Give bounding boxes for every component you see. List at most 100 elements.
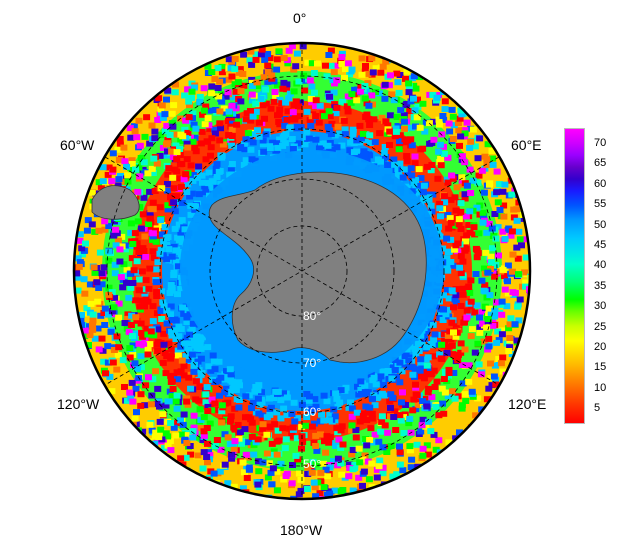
data-cell <box>135 117 143 124</box>
data-cell <box>196 406 204 413</box>
data-cell <box>77 316 85 323</box>
data-cell <box>230 446 238 453</box>
data-cell <box>400 414 407 421</box>
data-cell <box>133 240 141 247</box>
data-cell <box>492 376 500 383</box>
data-cell <box>388 91 396 98</box>
colorbar-tick-label: 20 <box>594 341 607 353</box>
data-cell <box>263 431 271 438</box>
data-cell <box>190 412 198 419</box>
data-cell <box>461 346 469 353</box>
data-cell <box>455 216 463 223</box>
data-cell <box>182 454 190 461</box>
data-cell <box>147 206 155 213</box>
data-cell <box>190 368 198 375</box>
data-cell <box>273 451 281 458</box>
data-cell <box>101 218 109 225</box>
data-cell <box>123 266 131 273</box>
data-cell <box>273 409 281 416</box>
data-cell <box>297 476 305 483</box>
data-cell <box>168 317 176 323</box>
data-cell <box>123 325 131 332</box>
data-cell <box>515 271 522 278</box>
data-cell <box>501 273 508 280</box>
data-cell <box>169 174 177 181</box>
data-cell <box>248 433 256 440</box>
data-cell <box>168 148 176 155</box>
data-cell <box>463 182 471 189</box>
data-cell <box>412 381 419 388</box>
data-cell <box>361 389 369 396</box>
data-cell <box>163 256 171 263</box>
data-cell <box>240 82 248 89</box>
colorbar-tick-label: 50 <box>594 218 607 231</box>
data-cell <box>475 361 483 368</box>
data-cell <box>456 264 464 271</box>
data-cell <box>471 231 479 238</box>
data-cell <box>273 66 281 73</box>
data-cell <box>98 335 106 342</box>
data-cell <box>339 487 347 493</box>
data-cell <box>461 195 469 202</box>
data-cell <box>479 219 487 226</box>
data-cell <box>356 418 364 425</box>
data-cell <box>228 161 236 167</box>
data-cell <box>259 91 267 98</box>
data-cell <box>145 374 152 381</box>
data-cell <box>449 113 457 120</box>
data-cell <box>306 77 314 84</box>
data-cell <box>229 385 237 392</box>
data-cell <box>204 403 212 410</box>
data-cell <box>105 223 113 229</box>
data-cell <box>328 146 336 153</box>
data-cell <box>151 135 159 142</box>
data-cell <box>337 460 345 467</box>
data-cell <box>146 188 154 195</box>
data-cell <box>427 167 435 174</box>
data-cell <box>168 332 176 339</box>
data-cell <box>313 447 321 454</box>
data-cell <box>377 373 385 380</box>
data-cell <box>183 319 191 325</box>
data-cell <box>493 339 501 346</box>
data-cell <box>168 393 176 400</box>
data-cell <box>252 108 260 115</box>
data-cell <box>393 114 401 120</box>
data-cell <box>115 344 123 351</box>
data-cell <box>349 487 357 494</box>
data-cell <box>273 438 281 445</box>
data-cell <box>400 166 408 173</box>
data-cell <box>482 249 490 256</box>
data-cell <box>410 180 418 187</box>
data-cell <box>368 55 376 62</box>
data-cell <box>291 418 299 425</box>
data-cell <box>382 58 390 65</box>
data-cell <box>163 96 170 103</box>
data-cell <box>451 296 459 303</box>
data-cell <box>278 100 286 107</box>
data-cell <box>164 137 172 143</box>
data-cell <box>327 62 335 69</box>
data-cell <box>423 163 431 170</box>
data-cell <box>485 343 493 350</box>
data-cell <box>168 378 176 385</box>
data-cell <box>159 411 167 418</box>
data-cell <box>372 89 379 95</box>
data-cell <box>355 474 363 481</box>
data-cell <box>281 445 289 452</box>
data-cell <box>97 183 105 190</box>
data-cell <box>310 70 318 76</box>
data-cell <box>440 193 448 200</box>
data-cell <box>403 158 411 165</box>
colorbar-tick-label: 5 <box>594 402 601 415</box>
data-cell <box>119 357 127 364</box>
data-cell <box>98 281 106 288</box>
data-cell <box>245 464 253 471</box>
data-cell <box>93 279 101 286</box>
data-cell <box>499 354 507 361</box>
data-cell <box>246 135 254 142</box>
data-cell <box>247 117 255 124</box>
data-cell <box>405 89 413 96</box>
data-cell <box>414 96 421 103</box>
data-cell <box>451 194 459 201</box>
